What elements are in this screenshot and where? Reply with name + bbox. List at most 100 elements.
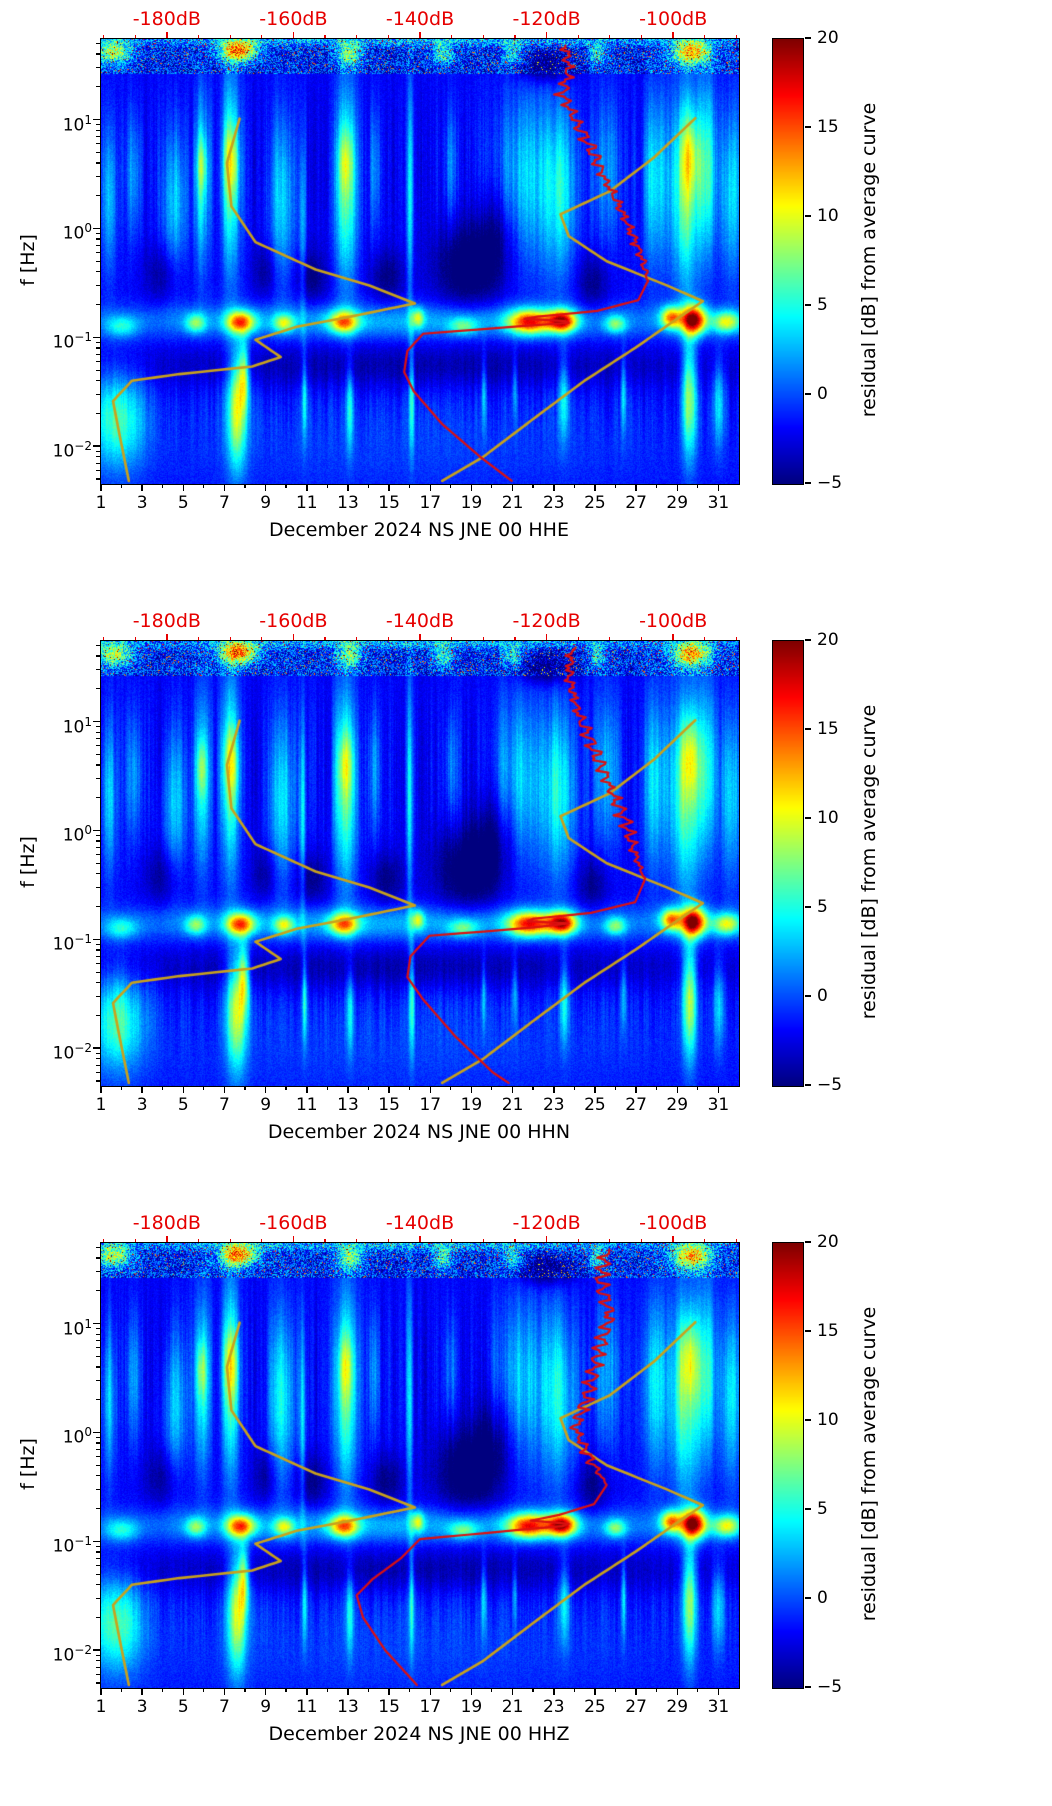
x-tick [285, 484, 287, 488]
x-tick [511, 484, 514, 491]
y-tick [92, 720, 100, 723]
x-tick-label: 13 [337, 1095, 359, 1115]
x-tick-label: 19 [460, 493, 483, 513]
y-tick-label: 100 [62, 1425, 92, 1449]
top-db-minor-tick [134, 34, 136, 38]
y-minor-tick [95, 42, 100, 45]
x-axis-title: December 2024 NS JNE 00 HHN [267, 1121, 571, 1143]
y-minor-tick [95, 1475, 100, 1477]
colorbar-gradient [772, 1242, 804, 1689]
y-minor-tick [95, 135, 100, 138]
y-tick [92, 1431, 100, 1434]
x-tick [244, 1688, 246, 1692]
colorbar-tick [805, 126, 811, 128]
top-axis-tick-label: -100dB [639, 1212, 708, 1234]
x-tick [429, 1688, 432, 1695]
x-tick [450, 1688, 452, 1692]
top-axis-tick-label: -140dB [385, 610, 455, 632]
x-tick-label: 5 [177, 493, 189, 513]
x-tick [635, 484, 637, 491]
y-minor-tick [95, 1436, 100, 1439]
top-db-minor-tick [324, 34, 326, 38]
x-tick [306, 1688, 308, 1695]
y-minor-tick [95, 462, 100, 464]
colorbar: residual [dB] from average curve 20 15 10 5… [772, 1232, 1042, 1697]
x-tick [717, 1688, 720, 1695]
top-db-minor-tick [577, 1238, 579, 1242]
x-tick [408, 1688, 411, 1692]
top-db-minor-tick [387, 1238, 389, 1242]
colorbar-gradient [772, 38, 804, 485]
y-minor-tick [95, 995, 100, 997]
colorbar-tick [805, 37, 811, 39]
y-minor-tick [95, 86, 100, 88]
y-tick-label: 10−2 [52, 1643, 92, 1666]
y-minor-tick [95, 1333, 100, 1335]
x-tick [285, 1688, 287, 1692]
x-tick-label: 3 [136, 493, 148, 513]
x-tick-label: 31 [707, 493, 730, 513]
x-tick [203, 484, 205, 488]
top-db-minor-tick [514, 636, 516, 640]
y-minor-tick [95, 971, 100, 973]
colorbar-tick-label: 0 [817, 1588, 828, 1608]
colorbar-tick [805, 482, 811, 484]
top-axis-tick-label: -140dB [385, 8, 455, 30]
y-tick-label: 10−1 [52, 1534, 92, 1558]
colorbar-tick-label: 20 [817, 1232, 839, 1252]
colorbar-tick [805, 1419, 811, 1421]
spectrogram-canvas [101, 641, 739, 1086]
x-tick-label: 13 [337, 1697, 359, 1717]
top-db-minor-tick [609, 1238, 611, 1242]
y-minor-tick [95, 644, 100, 647]
y-minor-tick [95, 232, 100, 235]
y-minor-tick [95, 1448, 100, 1450]
y-minor-tick [95, 1071, 100, 1073]
y-minor-tick [95, 1014, 100, 1017]
x-tick [553, 1688, 555, 1695]
y-tick [92, 938, 100, 941]
y-minor-tick [95, 1355, 100, 1357]
x-tick [326, 484, 328, 488]
x-tick [511, 1688, 514, 1695]
colorbar-tick [805, 995, 811, 997]
x-tick [244, 484, 246, 488]
top-db-tick [292, 31, 295, 38]
top-db-tick [419, 1235, 421, 1242]
top-db-minor-tick [197, 636, 200, 640]
x-tick [347, 1688, 349, 1695]
x-tick [264, 1086, 267, 1093]
y-minor-tick [95, 655, 100, 657]
top-db-minor-tick [482, 34, 484, 38]
top-db-minor-tick [514, 34, 516, 38]
x-tick [326, 1086, 328, 1090]
colorbar-tick [805, 393, 811, 395]
x-tick [264, 1688, 267, 1695]
x-axis-title: December 2024 NS JNE 00 HHZ [268, 1723, 570, 1745]
x-tick-label: 23 [542, 493, 565, 513]
colorbar-tick-label: 5 [817, 295, 828, 315]
colorbar-gradient [772, 640, 804, 1087]
x-tick-label: 13 [337, 493, 359, 513]
y-minor-tick [95, 450, 100, 452]
x-tick [491, 1086, 493, 1090]
x-tick-label: 21 [501, 1697, 524, 1717]
y-minor-tick [95, 347, 100, 349]
top-db-minor-tick [640, 34, 643, 38]
colorbar-tick-label: 10 [817, 1410, 839, 1430]
x-tick-label: 27 [625, 1095, 647, 1115]
y-minor-tick [95, 1080, 100, 1082]
top-db-minor-tick [229, 1238, 231, 1242]
x-tick [655, 484, 658, 488]
y-minor-tick [95, 1064, 100, 1066]
x-tick [717, 1086, 720, 1093]
top-axis-tick-label: -160dB [259, 8, 328, 30]
y-minor-tick [95, 737, 100, 740]
y-minor-tick [95, 271, 100, 273]
x-tick-label: 17 [419, 1697, 442, 1717]
x-tick-label: 15 [378, 1697, 400, 1717]
top-db-minor-tick [577, 636, 579, 640]
y-minor-tick [95, 1584, 100, 1586]
